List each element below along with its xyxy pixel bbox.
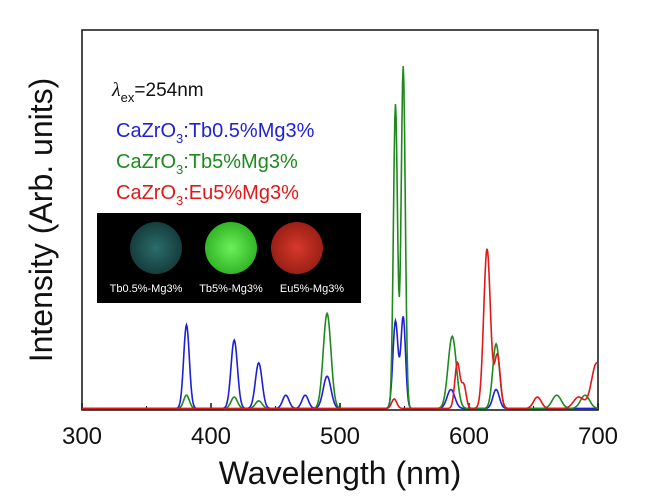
x-tick-label: 600 — [449, 423, 489, 450]
series-line-0 — [82, 316, 598, 410]
legend-entry-prefix: CaZrO — [116, 151, 176, 173]
series-group — [82, 66, 599, 410]
legend-entry-suffix: :Tb5%Mg3% — [183, 151, 298, 173]
inset-dot-eu5 — [271, 222, 323, 274]
excitation-annotation: λex=254nm — [111, 79, 204, 105]
legend-entry-prefix: CaZrO — [116, 182, 176, 204]
series-line-2 — [82, 248, 599, 410]
inset-dot-tb05 — [130, 222, 182, 274]
inset-label-eu5: Eu5%-Mg3% — [280, 283, 344, 295]
y-axis-title: Intensity (Arb. units) — [23, 78, 59, 363]
legend-entry-tb5: CaZrO3:Tb5%Mg3% — [116, 151, 298, 177]
legend-entry-suffix: :Eu5%Mg3% — [183, 182, 299, 204]
legend-entry-suffix: :Tb0.5%Mg3% — [183, 120, 314, 142]
inset-dot-tb5 — [205, 222, 257, 274]
legend-entry-eu5: CaZrO3:Eu5%Mg3% — [116, 182, 299, 208]
inset-label-tb5: Tb5%-Mg3% — [199, 283, 263, 295]
legend-entry-tb05: CaZrO3:Tb0.5%Mg3% — [116, 120, 315, 146]
inset-label-tb05: Tb0.5%-Mg3% — [110, 283, 183, 295]
legend-entry-sub: 3 — [176, 193, 183, 208]
excitation-value: =254nm — [134, 80, 203, 101]
legend-entry-sub: 3 — [176, 162, 183, 177]
x-tick-label: 300 — [62, 423, 102, 450]
x-tick-label: 700 — [578, 423, 618, 450]
inset-photo: Tb0.5%-Mg3% Tb5%-Mg3% Eu5%-Mg3% — [97, 213, 361, 303]
x-axis-title: Wavelength (nm) — [219, 455, 461, 491]
legend-entry-prefix: CaZrO — [116, 120, 176, 142]
x-tick-label: 500 — [320, 423, 360, 450]
legend: CaZrO3:Tb0.5%Mg3% CaZrO3:Tb5%Mg3% CaZrO3… — [116, 120, 315, 208]
legend-entry-sub: 3 — [176, 131, 183, 146]
lambda-symbol: λ — [111, 79, 121, 101]
ex-subscript: ex — [121, 90, 135, 105]
x-tick-label: 400 — [191, 423, 231, 450]
